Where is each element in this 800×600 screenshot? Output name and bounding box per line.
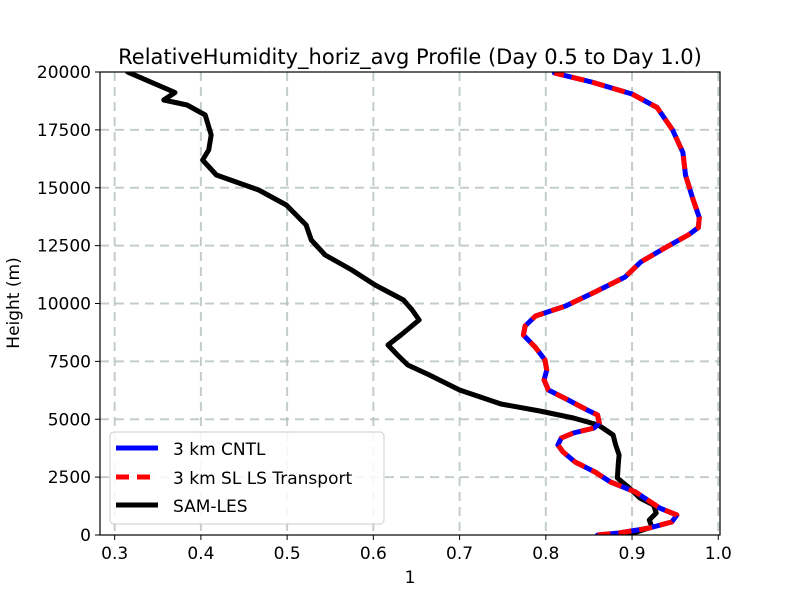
series-line-3-km-sl-ls-transport bbox=[520, 72, 702, 535]
legend-label-sl-ls-transport: 3 km SL LS Transport bbox=[173, 469, 352, 489]
x-tick-label: 0.8 bbox=[532, 544, 559, 564]
y-axis-label: Height (m) bbox=[4, 257, 24, 348]
y-tick-label: 12500 bbox=[37, 237, 91, 257]
y-tick-label: 7500 bbox=[48, 352, 91, 372]
x-axis-ticks: 0.3 0.4 0.5 0.6 0.7 0.8 0.9 1.0 bbox=[101, 535, 732, 564]
y-tick-label: 20000 bbox=[37, 63, 91, 83]
y-tick-label: 5000 bbox=[48, 410, 91, 430]
y-tick-label: 10000 bbox=[37, 295, 91, 315]
y-tick-label: 2500 bbox=[48, 468, 91, 488]
x-tick-label: 0.9 bbox=[619, 544, 646, 564]
y-tick-label: 17500 bbox=[37, 121, 91, 141]
plot-area bbox=[125, 72, 702, 535]
x-tick-label: 0.7 bbox=[446, 544, 473, 564]
legend: 3 km CNTL 3 km SL LS Transport SAM-LES bbox=[109, 431, 385, 525]
y-tick-label: 0 bbox=[80, 526, 91, 546]
y-tick-label: 15000 bbox=[37, 179, 91, 199]
x-tick-label: 0.5 bbox=[274, 544, 301, 564]
legend-label-sam-les: SAM-LES bbox=[173, 497, 248, 517]
x-axis-label: 1 bbox=[405, 568, 416, 588]
x-tick-label: 1.0 bbox=[705, 544, 732, 564]
x-tick-label: 0.4 bbox=[187, 544, 214, 564]
x-tick-label: 0.6 bbox=[360, 544, 387, 564]
legend-label-cntl: 3 km CNTL bbox=[173, 440, 266, 460]
chart-title: RelativeHumidity_horiz_avg Profile (Day … bbox=[118, 45, 702, 70]
y-axis-ticks: 0 2500 5000 7500 10000 12500 15000 17500 20000 bbox=[37, 63, 100, 546]
x-tick-label: 0.3 bbox=[101, 544, 128, 564]
